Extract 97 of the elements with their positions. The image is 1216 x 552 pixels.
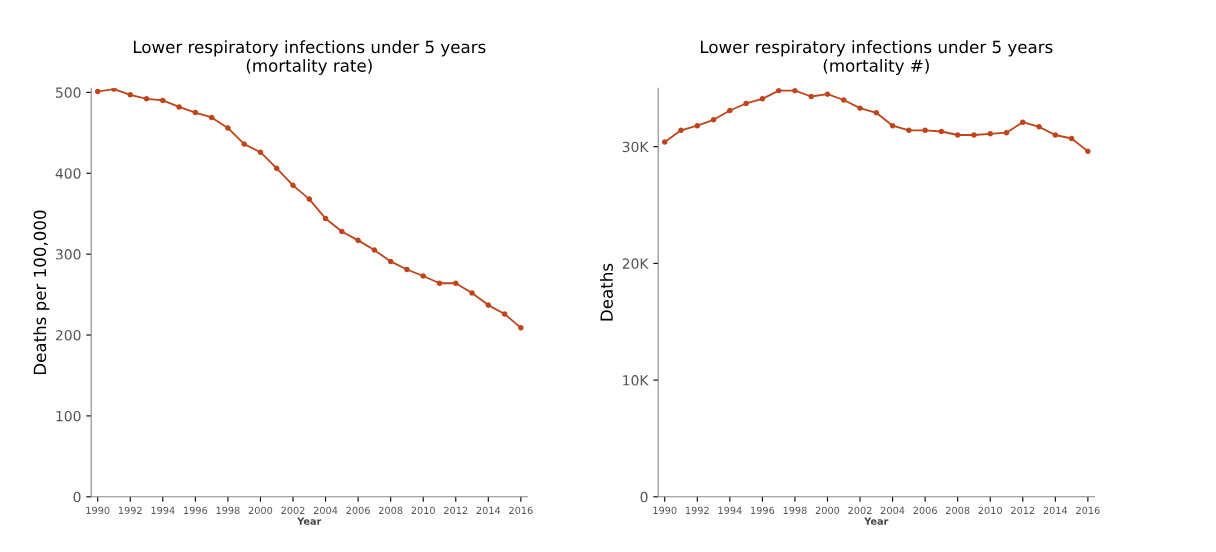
point [792,88,798,94]
x-axis-title: Year [864,517,889,525]
point [857,105,863,111]
x-tick-label: 2016 [509,506,533,515]
y-tick-label: 100 [56,410,81,422]
point [404,266,410,273]
x-tick-label: 1994 [151,506,175,515]
y-tick-label: 500 [56,87,81,98]
point [1085,148,1091,155]
x-tick-label: 2014 [1043,506,1068,515]
y-tick-label: 400 [55,168,81,179]
point [1020,119,1026,125]
x-tick-label: 2014 [476,506,501,515]
point [710,117,717,123]
point [452,280,459,287]
x-tick-label: 1990 [86,506,110,515]
point [485,302,492,308]
x-tick-label: 1998 [216,506,240,515]
y-tick-label: 0 [73,491,81,503]
x-tick-label: 2004 [313,506,338,515]
point [727,107,733,114]
point [840,97,847,103]
point [922,127,928,134]
y-tick-label: 10K [623,375,649,386]
x-tick-label: 2012 [1011,506,1035,515]
point [661,139,668,145]
point [824,91,831,97]
point [322,215,329,222]
x-tick-label: 2000 [248,506,273,515]
x-tick-label: 1992 [118,506,142,515]
point [355,237,361,244]
point [241,141,247,147]
point [225,125,231,131]
point [873,110,880,116]
x-tick-label: 1990 [653,506,677,515]
x-tick-label: 2016 [1076,506,1100,515]
chart-title: Lower respiratory infections under 5 years (mortality rate) [133,40,486,76]
x-tick-label: 2000 [815,506,840,515]
x-tick-label: 1996 [751,506,775,515]
point [94,88,101,95]
point [127,92,134,98]
point [694,122,701,129]
x-tick-label: 2010 [978,506,1002,515]
point [192,109,199,116]
point [775,88,782,94]
chart-title: Lower respiratory infections under 5 years (mortality #) [700,40,1053,76]
point [743,100,749,107]
x-tick-label: 2010 [411,506,435,515]
y-axis-title: Deaths per 100,000 [33,210,50,375]
point [208,114,215,121]
x-tick-label: 2012 [444,506,468,515]
point [678,127,684,134]
point [160,97,166,104]
point [987,131,994,137]
point [938,128,945,135]
x-axis-title: Year [297,517,322,525]
point [290,182,296,189]
point [306,196,313,202]
x-tick-label: 1992 [685,506,709,515]
point [889,122,896,129]
point [1052,132,1059,138]
point [273,165,280,172]
x-tick-label: 2004 [880,506,905,515]
point [1068,135,1075,142]
x-tick-label: 2008 [946,506,970,515]
point [808,93,814,100]
point [143,96,150,102]
x-tick-label: 2006 [346,506,370,515]
point [518,324,524,331]
point [176,104,182,110]
point [257,149,264,155]
y-tick-label: 30K [622,141,649,153]
point [436,280,443,287]
y-axis-title: Deaths [600,263,613,321]
x-tick-label: 2002 [281,506,305,515]
y-tick-label: 20K [622,258,649,269]
point [371,247,378,253]
point [387,258,394,265]
x-tick-label: 1994 [718,506,742,515]
point [501,311,508,317]
x-tick-label: 2002 [848,506,872,515]
y-tick-label: 0 [640,491,648,503]
x-tick-label: 2008 [379,506,403,515]
point [759,96,766,102]
y-tick-label: 300 [56,249,81,260]
point [906,127,912,134]
x-tick-label: 2006 [913,506,937,515]
x-tick-label: 1996 [184,506,208,515]
point [469,290,475,296]
point [1003,129,1010,136]
x-tick-label: 1998 [783,506,807,515]
point [954,132,961,138]
y-tick-label: 200 [55,329,81,341]
point [1036,124,1042,130]
point [339,228,345,235]
point [971,132,977,138]
point [420,273,426,279]
